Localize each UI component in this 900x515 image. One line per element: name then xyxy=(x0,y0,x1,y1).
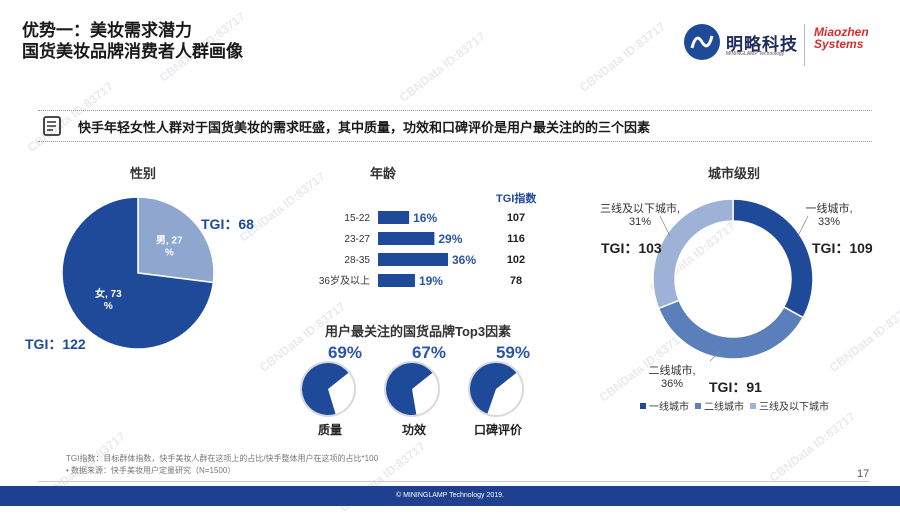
summary-banner: 快手年轻女性人群对于国货美妆的需求旺盛，其中质量，功效和口碑评价是用户最关注的的… xyxy=(38,110,872,142)
age-bar xyxy=(378,232,435,245)
gender-slice-label: % xyxy=(104,301,113,312)
watermark-text: CBNData ID:83717 xyxy=(396,29,488,105)
miaozhen-line1: Miaozhen xyxy=(814,25,869,39)
footer-bar: © MININGLAMP Technology 2019. xyxy=(0,486,900,506)
city-legend-swatch xyxy=(640,402,646,409)
factor-pie-slice xyxy=(302,363,349,415)
logo-mark-icon xyxy=(684,24,720,60)
age-tgi-value: 116 xyxy=(507,233,525,245)
age-bar-value: 29% xyxy=(438,232,462,246)
watermark-text: CBNData ID:83717 xyxy=(826,299,900,375)
age-tgi-value: 107 xyxy=(507,212,525,224)
age-bar xyxy=(378,274,415,287)
age-tgi-value: 102 xyxy=(507,254,525,266)
source-note: • 数据来源：快手美妆用户定量研究（N=1500） xyxy=(66,466,236,475)
age-tgi-header: TGI指数 xyxy=(496,193,537,205)
city-tier2-label: 二线城市, 36% xyxy=(640,362,704,390)
city-tier3-label: 三线及以下城市, 31% xyxy=(592,200,688,228)
city-tier1-label: 一线城市, 33% xyxy=(797,200,861,228)
city-tier3-name: 三线及以下城市, xyxy=(599,203,681,215)
city-legend-item: 一线城市 xyxy=(640,398,689,413)
page-title: 优势一：美妆需求潜力 国货美妆品牌消费者人群画像 xyxy=(22,20,243,62)
logo: 明略科技 MININGLAMP Technology Miaozhen Syst… xyxy=(682,18,882,68)
gender-slice-label: % xyxy=(165,247,174,258)
age-bar xyxy=(378,211,410,224)
city-tier1-pct: 33% xyxy=(817,216,841,228)
city-legend-swatch xyxy=(695,402,701,409)
city-slice xyxy=(657,299,805,360)
copyright-text: © MININGLAMP Technology 2019. xyxy=(395,492,504,499)
top3-title: 用户最关注的国货品牌Top3因素 xyxy=(325,324,512,339)
city-title: 城市级别 xyxy=(708,166,761,181)
document-icon xyxy=(43,116,61,136)
city-legend-item: 三线及以下城市 xyxy=(750,398,829,413)
gender-pie-chart: 男, 27%女, 73% xyxy=(61,196,215,350)
factor-pie-slice xyxy=(386,363,433,415)
watermark-text: CBNData ID:83717 xyxy=(576,19,668,95)
city-tier1-tgi: TGI：109 xyxy=(812,240,873,256)
factor-pie-slice xyxy=(470,363,517,414)
summary-text: 快手年轻女性人群对于国货美妆的需求旺盛，其中质量，功效和口碑评价是用户最关注的的… xyxy=(78,120,651,135)
factor-value: 59% xyxy=(496,343,530,362)
page-title-line2: 国货美妆品牌消费者人群画像 xyxy=(22,42,243,61)
gender-slice-female xyxy=(61,196,215,350)
age-bar xyxy=(378,253,448,266)
age-bar-chart: 15-22 16% 107 23-27 29% 116 28-35 36% 102 36岁及以上 1… xyxy=(319,211,525,288)
age-bar-value: 19% xyxy=(419,274,443,288)
city-leader-line xyxy=(709,350,721,362)
page-number: 17 xyxy=(857,468,870,480)
city-slice xyxy=(652,198,734,310)
tgi-note: TGI指数：目标群体指数，快手美妆人群在这项上的占比/快手整体用户在这项的占比*… xyxy=(66,454,379,463)
age-category-label: 23-27 xyxy=(344,234,370,245)
factor-label: 功效 xyxy=(402,422,427,437)
gender-slice-label: 女, 73 xyxy=(95,287,122,300)
city-tier1-name: 一线城市, xyxy=(805,203,853,215)
gender-title: 性别 xyxy=(130,166,157,181)
logo-subtitle: MININGLAMP Technology xyxy=(726,51,785,57)
city-tier3-tgi: TGI：103 xyxy=(601,240,662,256)
factor-label: 口碑评价 xyxy=(474,422,523,437)
logo-name: 明略科技 xyxy=(726,35,798,54)
city-legend-label: 三线及以下城市 xyxy=(759,402,829,413)
city-legend-item: 二线城市 xyxy=(695,398,744,413)
factor-value: 69% xyxy=(328,343,362,362)
city-tier2-pct: 36% xyxy=(660,378,684,390)
city-leader-line xyxy=(797,215,809,237)
gender-female-tgi: TGI：122 xyxy=(25,336,86,352)
city-legend-label: 二线城市 xyxy=(704,402,744,413)
top3-pie-charts: 69% 质量 67% 功效 59% 口碑评价 xyxy=(300,343,530,437)
gender-slice-label: 男, 27 xyxy=(156,234,183,246)
miaozhen-logo: Miaozhen Systems xyxy=(814,26,869,50)
gender-male-tgi: TGI：68 xyxy=(201,216,254,232)
city-tier3-pct: 31% xyxy=(628,216,652,228)
city-legend-label: 一线城市 xyxy=(649,402,689,413)
factor-label: 质量 xyxy=(318,422,342,437)
city-legend: 一线城市 二线城市 三线及以下城市 xyxy=(640,398,835,413)
age-category-label: 15-22 xyxy=(344,213,370,224)
factor-value: 67% xyxy=(412,343,446,362)
city-leader-line xyxy=(659,215,671,237)
age-bar-value: 16% xyxy=(413,211,437,225)
city-tier2-tgi: TGI：91 xyxy=(709,379,762,395)
miaozhen-line2: Systems xyxy=(814,37,864,51)
age-tgi-value: 78 xyxy=(510,275,522,287)
city-donut-chart xyxy=(652,198,814,362)
page-title-line1: 优势一：美妆需求潜力 xyxy=(22,21,192,40)
gender-slice-male xyxy=(137,196,215,284)
logo-divider xyxy=(804,24,805,66)
city-tier2-name: 二线城市, xyxy=(648,365,696,377)
city-legend-swatch xyxy=(750,402,756,409)
age-category-label: 36岁及以上 xyxy=(319,274,370,287)
watermark-text: CBNData ID:83717 xyxy=(766,409,858,485)
age-category-label: 28-35 xyxy=(344,255,370,266)
footer-divider xyxy=(38,481,870,482)
age-title: 年龄 xyxy=(370,166,397,181)
age-bar-value: 36% xyxy=(452,253,476,267)
